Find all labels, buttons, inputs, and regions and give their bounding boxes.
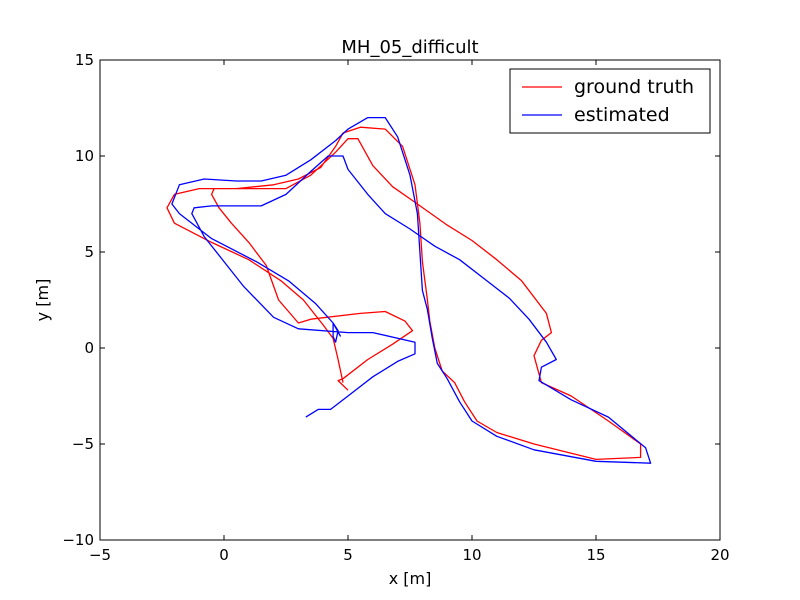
plot-frame [99, 59, 721, 541]
plot-area [99, 59, 721, 541]
y-axis-title: y [m] [33, 279, 52, 322]
series-layer [166, 116, 652, 464]
chart-title: MH_05_difficult [341, 37, 478, 58]
x-tick-label: −5 [89, 546, 111, 564]
legend-label-ground-truth: ground truth [574, 76, 694, 98]
y-tick-label: −5 [72, 435, 94, 453]
y-tick-label: −10 [62, 531, 94, 549]
x-tick-label: 0 [219, 546, 229, 564]
x-tick-label: 5 [343, 546, 353, 564]
series-line-estimated [171, 116, 652, 464]
x-tick-label: 20 [710, 546, 729, 564]
y-tick-label: 10 [75, 147, 94, 165]
legend-label-estimated: estimated [574, 104, 670, 126]
x-tick-label: 10 [462, 546, 481, 564]
y-tick-label: 5 [84, 243, 94, 261]
legend: ground truth estimated [509, 68, 711, 134]
y-tick-label: 0 [84, 339, 94, 357]
x-axis-title: x [m] [389, 569, 432, 588]
x-tick-label: 15 [586, 546, 605, 564]
legend-frame [509, 68, 711, 134]
y-tick-label: 15 [75, 51, 94, 69]
